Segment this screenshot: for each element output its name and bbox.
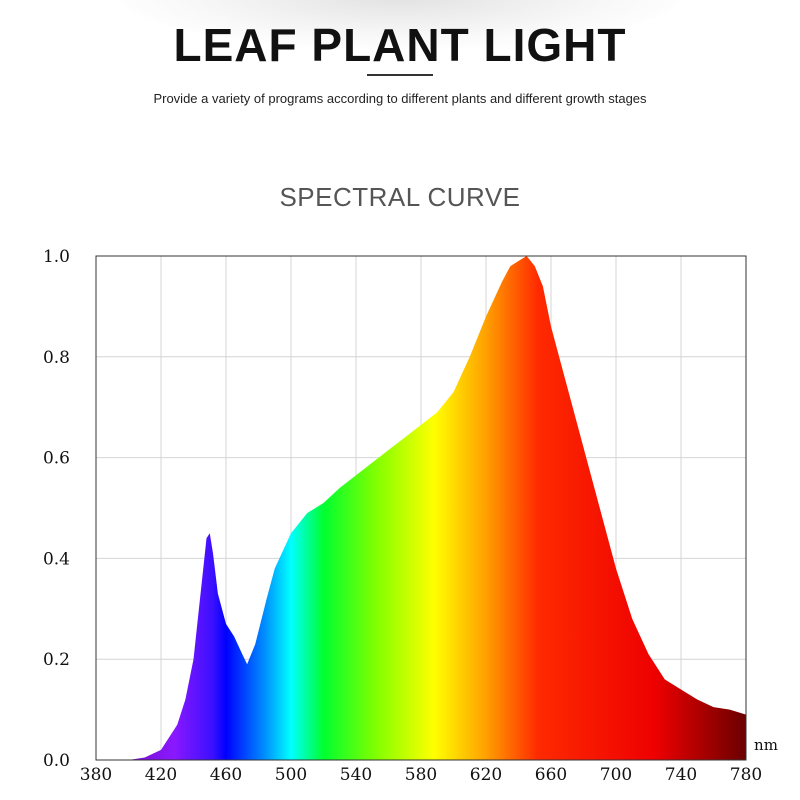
x-axis-labels: 380 420 460 500 540 580 620 660 700 740 780	[80, 765, 762, 785]
x-tick-label: 540	[340, 765, 372, 785]
plot-frame	[95, 255, 747, 761]
y-axis-labels: 0.0 0.2 0.4 0.6 0.8 1.0	[43, 247, 70, 771]
page-subtitle: Provide a variety of programs according …	[153, 91, 647, 106]
y-tick-label: 0.8	[43, 348, 70, 368]
chart-series	[96, 256, 746, 760]
section-title: SPECTRAL CURVE	[279, 182, 521, 212]
page-title: LEAF PLANT LIGHT	[173, 19, 627, 71]
y-tick-label: 0.6	[43, 449, 70, 469]
x-tick-label: 700	[600, 765, 632, 785]
x-tick-label: 660	[535, 765, 567, 785]
y-tick-label: 0.4	[43, 549, 70, 569]
y-tick-label: 1.0	[43, 247, 70, 267]
x-tick-label: 740	[665, 765, 697, 785]
y-tick-label: 0.2	[43, 650, 70, 670]
x-tick-label: 460	[210, 765, 242, 785]
y-tick-label: 0.0	[43, 751, 70, 771]
x-tick-label: 380	[80, 765, 112, 785]
spectrum-area	[96, 256, 746, 760]
title-underline	[367, 74, 433, 76]
x-tick-label: 780	[730, 765, 762, 785]
x-tick-label: 500	[275, 765, 307, 785]
x-axis-unit-label: nm	[754, 736, 778, 754]
x-tick-label: 620	[470, 765, 502, 785]
x-tick-label: 420	[145, 765, 177, 785]
x-tick-label: 580	[405, 765, 437, 785]
